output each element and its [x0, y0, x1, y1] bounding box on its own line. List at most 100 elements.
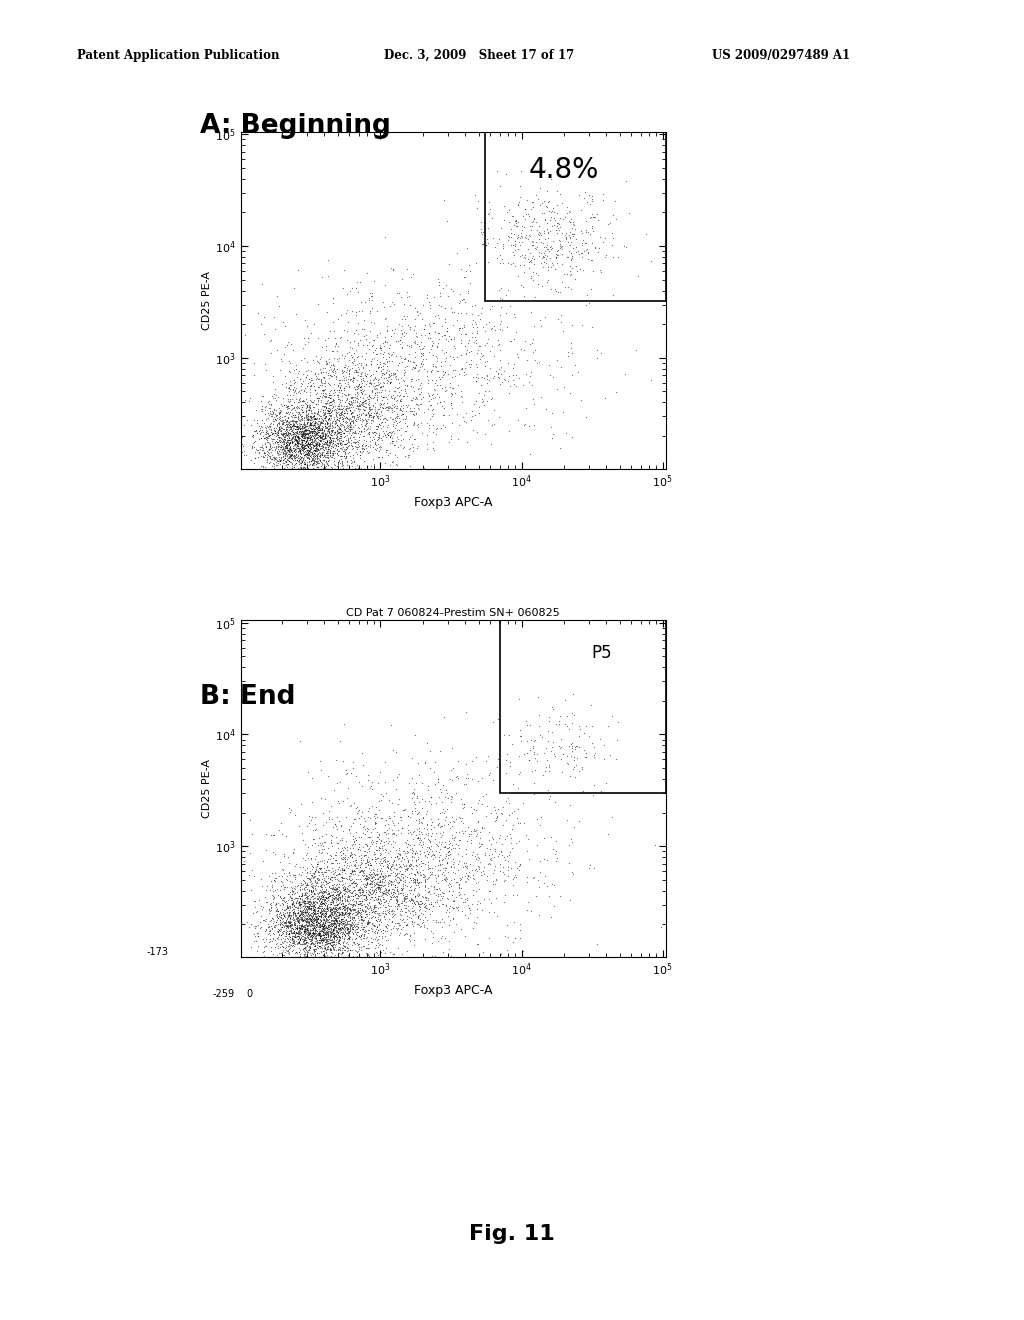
Point [379, 399, 395, 420]
Point [274, 424, 291, 445]
Point [383, 919, 399, 940]
Point [296, 916, 312, 937]
Point [297, 940, 313, 961]
Point [296, 920, 312, 941]
Point [360, 913, 377, 935]
Point [289, 432, 305, 453]
Point [299, 896, 315, 917]
Point [266, 425, 283, 446]
Point [290, 908, 306, 929]
Point [252, 911, 268, 932]
Point [545, 424, 561, 445]
Point [261, 915, 278, 936]
Point [368, 392, 384, 413]
Point [267, 422, 284, 444]
Point [462, 866, 478, 887]
Point [378, 937, 394, 958]
Point [334, 399, 350, 420]
Point [335, 892, 351, 913]
Point [330, 907, 346, 928]
Point [278, 919, 294, 940]
Point [289, 432, 305, 453]
Point [313, 428, 330, 449]
Point [315, 925, 332, 946]
Point [286, 923, 302, 944]
Point [374, 412, 390, 433]
Point [393, 909, 410, 931]
Point [322, 388, 338, 409]
Point [441, 841, 458, 862]
Point [304, 906, 321, 927]
Point [280, 457, 296, 478]
Point [323, 446, 339, 467]
Point [313, 444, 330, 465]
Point [403, 913, 420, 935]
Point [508, 322, 524, 343]
Point [294, 822, 310, 843]
Point [304, 859, 321, 880]
Point [318, 871, 335, 892]
Point [325, 912, 341, 933]
Point [412, 861, 428, 882]
Point [349, 921, 366, 942]
Point [344, 455, 360, 477]
Point [414, 892, 430, 913]
Point [344, 426, 360, 447]
Point [360, 826, 377, 847]
Point [504, 205, 520, 226]
Point [345, 861, 361, 882]
Point [434, 816, 451, 837]
Point [378, 896, 394, 917]
Point [267, 916, 284, 937]
Point [446, 857, 463, 878]
Point [286, 927, 302, 948]
Point [297, 891, 313, 912]
Point [316, 890, 333, 911]
Point [524, 269, 541, 290]
Point [299, 896, 315, 917]
Point [499, 915, 515, 936]
Point [555, 319, 571, 341]
Point [497, 884, 513, 906]
Point [437, 836, 454, 857]
Point [414, 381, 430, 403]
Point [302, 458, 318, 479]
Point [352, 870, 369, 891]
Point [307, 879, 324, 900]
Point [440, 787, 457, 808]
Point [239, 912, 255, 933]
Point [451, 429, 467, 450]
Point [379, 351, 395, 372]
Point [305, 436, 322, 457]
Point [278, 451, 294, 473]
Point [419, 917, 435, 939]
Point [321, 363, 337, 384]
Point [327, 916, 343, 937]
Point [460, 869, 476, 890]
Point [331, 450, 347, 471]
Point [313, 925, 330, 946]
Point [372, 888, 388, 909]
Point [299, 351, 315, 372]
Point [341, 923, 357, 944]
Point [292, 904, 308, 925]
Point [375, 343, 391, 364]
Point [312, 430, 329, 451]
Point [326, 925, 342, 946]
Point [289, 425, 305, 446]
Point [279, 434, 295, 455]
Point [291, 430, 307, 451]
Point [383, 372, 399, 393]
Point [335, 404, 351, 425]
Point [379, 319, 395, 341]
Point [317, 929, 334, 950]
Point [275, 859, 292, 880]
Point [287, 804, 303, 825]
Point [415, 833, 431, 854]
Point [435, 849, 452, 870]
Point [517, 414, 534, 436]
Point [294, 429, 310, 450]
Point [326, 913, 342, 935]
Point [300, 430, 316, 451]
Point [318, 301, 335, 322]
